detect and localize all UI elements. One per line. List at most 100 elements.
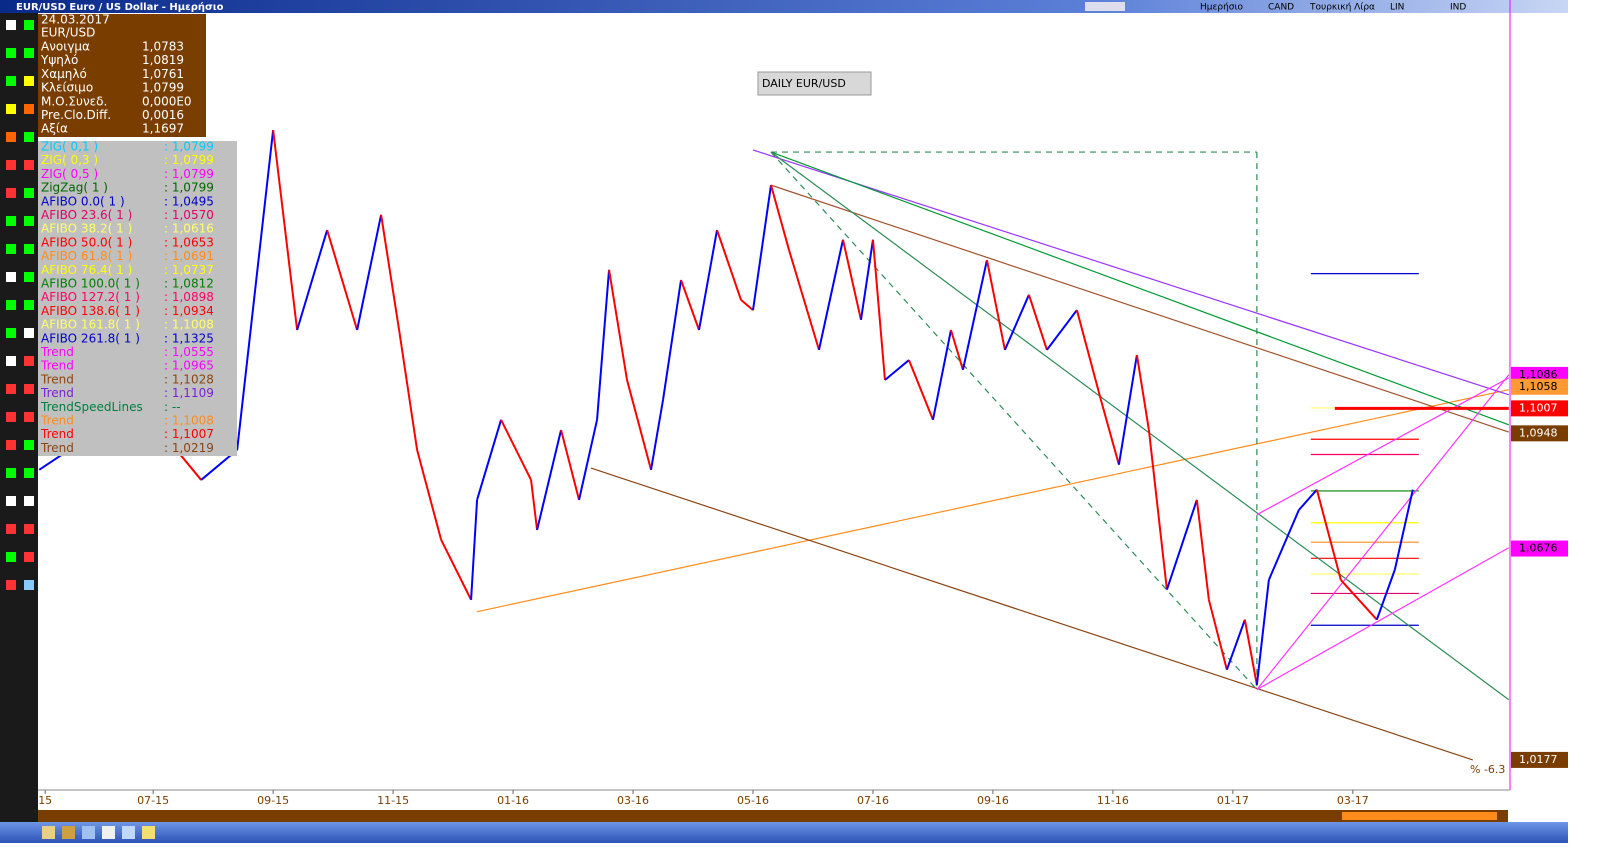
tool-icon[interactable]: [24, 76, 34, 86]
price-segment: [698, 229, 718, 331]
tool-icon[interactable]: [24, 104, 34, 114]
price-segment: [416, 449, 443, 540]
tool-icon[interactable]: [24, 160, 34, 170]
toolbar-label[interactable]: Τουρκική Λίρα: [1309, 3, 1375, 13]
price-label: 1,0177: [1519, 753, 1558, 766]
tool-icon[interactable]: [6, 244, 16, 254]
price-label-box: [1511, 400, 1568, 417]
tool-icon[interactable]: [24, 188, 34, 198]
tool-icon[interactable]: [24, 300, 34, 310]
tool-icon[interactable]: [24, 272, 34, 282]
legend-value: : 1,0555: [164, 345, 214, 359]
price-segment: [1298, 489, 1318, 511]
tool-icon[interactable]: [6, 468, 16, 478]
toolbar-label[interactable]: CAND: [1268, 3, 1294, 13]
icon[interactable]: [82, 826, 95, 839]
tool-icon[interactable]: [24, 524, 34, 534]
tool-icon[interactable]: [6, 132, 16, 142]
price-segment: [650, 399, 665, 470]
tool-icon[interactable]: [6, 272, 16, 282]
legend-value: : 1,0934: [164, 304, 214, 318]
legend-name: AFIBO 23.6( 1 ): [41, 208, 132, 222]
price-segment: [788, 249, 820, 351]
info-value: 1,0819: [142, 53, 184, 67]
icon[interactable]: [62, 826, 75, 839]
price-segment: [1099, 399, 1120, 465]
tool-icon[interactable]: [24, 216, 34, 226]
tool-icon[interactable]: [6, 552, 16, 562]
scroll-thumb[interactable]: [1342, 812, 1497, 820]
tool-icon[interactable]: [24, 328, 34, 338]
chart-layer: [38, 129, 1510, 761]
tool-icon[interactable]: [6, 188, 16, 198]
icon[interactable]: [122, 826, 135, 839]
tool-icon[interactable]: [24, 356, 34, 366]
tool-icon[interactable]: [6, 524, 16, 534]
price-segment: [818, 239, 844, 351]
legend-name: AFIBO 50.0( 1 ): [41, 235, 132, 249]
info-label: Pre.Clo.Diff.: [41, 108, 111, 122]
tool-icon[interactable]: [6, 160, 16, 170]
tool-icon[interactable]: [6, 328, 16, 338]
legend-name: AFIBO 38.2( 1 ): [41, 222, 132, 236]
tool-icon[interactable]: [6, 412, 16, 422]
toolbar-label[interactable]: Ημερήσιο: [1200, 3, 1244, 13]
tool-icon[interactable]: [6, 104, 16, 114]
info-label: Κλείσιμο: [41, 81, 93, 95]
trend-line: [770, 151, 1510, 701]
price-segment: [1255, 579, 1270, 686]
tool-icon[interactable]: [24, 20, 34, 30]
tool-icon[interactable]: [24, 132, 34, 142]
tool-icon[interactable]: [24, 412, 34, 422]
tool-icon[interactable]: [24, 580, 34, 590]
tool-icon[interactable]: [24, 48, 34, 58]
toolbar-label[interactable]: IND: [1450, 3, 1466, 13]
icon[interactable]: [102, 826, 115, 839]
tool-icon[interactable]: [24, 468, 34, 478]
price-segment: [1375, 569, 1396, 621]
legend-value: : 1,0737: [164, 263, 214, 277]
price-segment: [578, 419, 599, 501]
trend-line: [1256, 377, 1510, 516]
price-segment: [1207, 599, 1228, 670]
tool-icon[interactable]: [6, 384, 16, 394]
legend-value: : 1,0799: [164, 167, 214, 181]
x-tick-label: 07-16: [857, 794, 889, 807]
tool-icon[interactable]: [6, 216, 16, 226]
tool-icon[interactable]: [6, 440, 16, 450]
tool-icon[interactable]: [24, 552, 34, 562]
tool-icon[interactable]: [6, 48, 16, 58]
tool-icon[interactable]: [6, 356, 16, 366]
info-label: Ανοιγμα: [41, 40, 90, 54]
toolbar-label[interactable]: LIN: [1390, 3, 1404, 13]
tool-icon[interactable]: [24, 440, 34, 450]
x-tick-label: 03-17: [1337, 794, 1369, 807]
scrollbar[interactable]: [38, 810, 1508, 822]
x-tick-label: 05-16: [737, 794, 769, 807]
legend-value: : 1,1008: [164, 414, 214, 428]
tool-icon[interactable]: [6, 496, 16, 506]
price-label: 1,1007: [1519, 401, 1558, 414]
tool-icon[interactable]: [6, 76, 16, 86]
tool-icon[interactable]: [24, 384, 34, 394]
price-label: 1,0948: [1519, 426, 1558, 439]
tool-icon[interactable]: [24, 244, 34, 254]
chart-title: DAILY EUR/USD: [762, 77, 846, 90]
icon[interactable]: [42, 826, 55, 839]
tool-icon[interactable]: [24, 496, 34, 506]
tool-icon[interactable]: [6, 580, 16, 590]
icon[interactable]: [142, 826, 155, 839]
legend-name: Trend: [40, 345, 74, 359]
info-label: Χαμηλό: [41, 67, 87, 81]
tool-icon[interactable]: [6, 300, 16, 310]
x-tick-label: 11-16: [1097, 794, 1129, 807]
price-segment: [500, 419, 532, 481]
price-segment: [1315, 489, 1342, 581]
info-rows: Ανοιγμα 1,0783 Υψηλό 1,0819 Χαμηλό 1,0761 Κλεί…: [40, 40, 192, 136]
info-value: 1,0761: [142, 67, 184, 81]
legend-name: Trend: [40, 414, 74, 428]
price-segment: [536, 429, 563, 531]
tool-icon[interactable]: [6, 20, 16, 30]
price-segment: [1135, 354, 1150, 431]
